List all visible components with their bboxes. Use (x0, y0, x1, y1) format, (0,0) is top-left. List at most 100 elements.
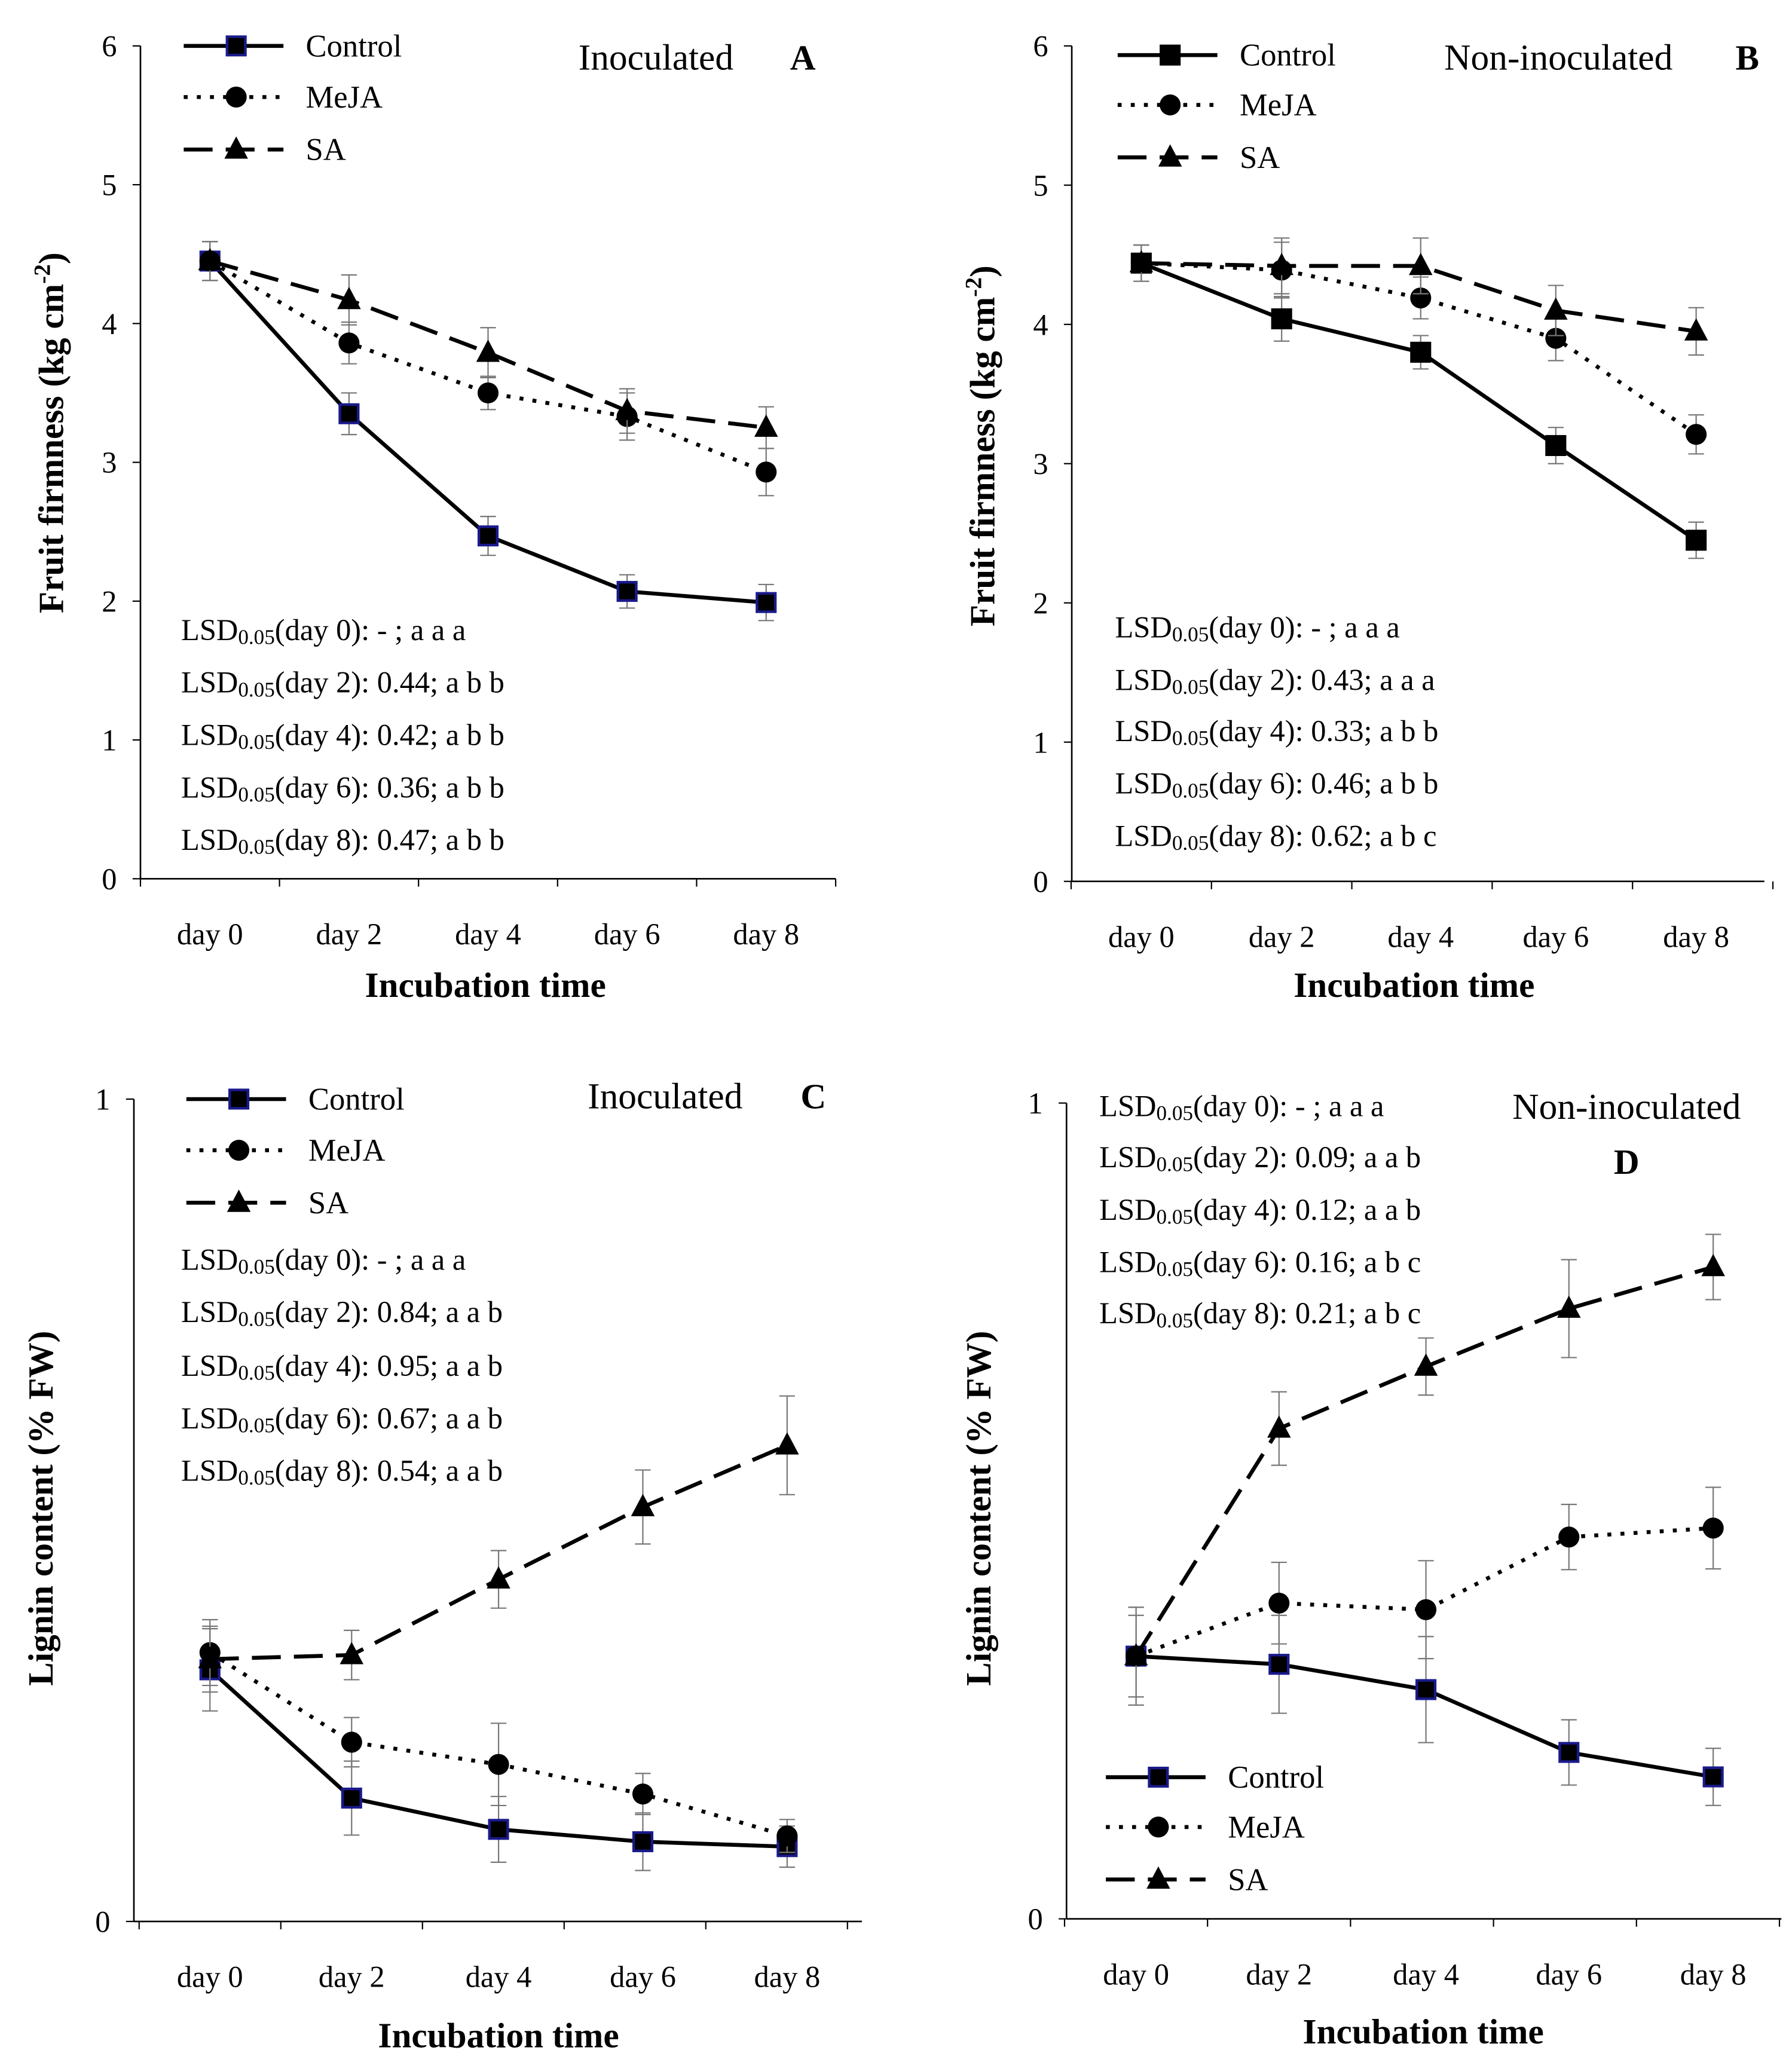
lsd-prefix: LSD (181, 718, 238, 751)
legend-marker-square (225, 35, 247, 57)
x-tick-label: day 6 (1522, 920, 1589, 953)
lsd-subscript: 0.05 (238, 1255, 274, 1278)
x-tick-label: day 4 (1387, 920, 1454, 953)
data-point-triangle (1414, 1353, 1438, 1376)
legend-label: Control (308, 1082, 405, 1117)
lsd-prefix: LSD (181, 1243, 238, 1276)
legend-label: MeJA (305, 80, 383, 115)
data-point-square (756, 592, 777, 613)
panel-title: Inoculated (588, 1076, 742, 1116)
series-control (1130, 244, 1707, 559)
legend-marker-square (1160, 44, 1181, 66)
y-tick-label: 6 (1033, 29, 1048, 63)
lsd-subscript: 0.05 (238, 1413, 274, 1437)
panel-A: 0 1 2 3 4 5 6 day 0 day 2 day 4 day 6 day 8 Incubati… (29, 29, 837, 1005)
series-control (199, 241, 777, 622)
x-tick-label: day 2 (1246, 1957, 1312, 1991)
legend-item-sa: SA (1117, 140, 1280, 175)
x-axis-label: Incubation time (378, 2016, 619, 2050)
x-tick-label: day 4 (1393, 1957, 1459, 1991)
lsd-prefix: LSD (181, 1349, 238, 1382)
lsd-subscript: 0.05 (1172, 675, 1209, 699)
lsd-subscript: 0.05 (1172, 623, 1209, 646)
legend-marker-triangle (1158, 144, 1182, 167)
lsd-annotation: LSD0.05(day 8): 0.21; a b c (1099, 1296, 1421, 1332)
data-point-square (1268, 1654, 1290, 1675)
data-point-square (1702, 1766, 1724, 1788)
y-tick-label: 0 (95, 1905, 110, 1938)
data-point-triangle (340, 1642, 364, 1665)
lsd-annotation: LSD0.05(day 2): 0.44; a b b (181, 666, 504, 702)
x-axis-label: Incubation time (1293, 965, 1534, 1005)
lsd-subscript: 0.05 (1156, 1153, 1192, 1176)
legend-item-control: Control (1117, 38, 1336, 73)
lsd-annotation: LSD0.05(day 2): 0.09; a a b (1099, 1140, 1421, 1176)
x-tick-label: day 2 (1249, 920, 1315, 953)
data-point-circle (1410, 287, 1432, 309)
lsd-subscript: 0.05 (1172, 779, 1209, 802)
panel-C: 0 1 day 0 day 2 day 4 day 6 day 8 Incubation ti… (21, 1076, 862, 2050)
legend-marker-triangle (1146, 1866, 1170, 1889)
lsd-annotation: LSD0.05(day 6): 0.16; a b c (1099, 1246, 1421, 1281)
lsd-text: (day 8): 0.21; a b c (1193, 1296, 1421, 1330)
panel-title: Inoculated (579, 37, 733, 78)
legend-item-sa: SA (1106, 1862, 1268, 1897)
lsd-prefix: LSD (181, 613, 238, 647)
y-axis-label-superscript: -2 (961, 277, 987, 297)
y-axis-label-text: Fruit firmness (kg cm (963, 297, 1002, 626)
x-tick-label: day 8 (733, 917, 799, 951)
x-tick-label: day 0 (177, 1960, 243, 1994)
data-point-circle (477, 382, 499, 403)
lsd-text: (day 6): 0.46; a b b (1209, 767, 1438, 800)
lsd-text: (day 4): 0.33; a b b (1209, 714, 1438, 748)
data-point-square (632, 1831, 654, 1853)
data-point-circle (341, 1731, 362, 1753)
y-tick-label: 2 (102, 585, 117, 618)
data-point-square (1545, 435, 1567, 457)
data-point-circle (1702, 1517, 1724, 1539)
lsd-prefix: LSD (181, 1295, 238, 1329)
data-point-circle (1415, 1599, 1437, 1620)
legend-item-control: Control (186, 1082, 405, 1117)
lsd-prefix: LSD (181, 823, 238, 856)
legend-label: SA (308, 1186, 348, 1220)
panel-letter: B (1735, 38, 1759, 77)
legend-marker-circle (225, 86, 247, 108)
y-tick-label: 5 (102, 169, 117, 202)
series-meja (1126, 1486, 1724, 1706)
y-axis-label-text: Fruit firmness (kg cm (31, 284, 71, 613)
data-point-triangle (1701, 1253, 1725, 1277)
data-point-triangle (1557, 1295, 1581, 1318)
x-tick-label: day 2 (316, 917, 383, 951)
data-point-triangle (754, 414, 778, 437)
x-tick-label: day 0 (1103, 1957, 1169, 1991)
legend-label: SA (1228, 1862, 1268, 1897)
legend-item-control: Control (1106, 1760, 1324, 1795)
lsd-annotation: LSD0.05(day 4): 0.33; a b b (1115, 714, 1438, 750)
x-tick-label: day 0 (1108, 920, 1175, 953)
lsd-text: (day 0): - ; a a a (1193, 1090, 1384, 1123)
data-point-circle (338, 332, 360, 354)
lsd-subscript: 0.05 (238, 836, 274, 859)
legend-marker-square (1148, 1766, 1169, 1788)
x-tick-label: day 6 (1536, 1957, 1602, 1991)
lsd-subscript: 0.05 (238, 678, 274, 701)
lsd-text: (day 8): 0.54; a a b (275, 1454, 503, 1488)
x-axis-label: Incubation time (1303, 2012, 1544, 2050)
lsd-prefix: LSD (181, 770, 238, 804)
lsd-text: (day 2): 0.09; a a b (1193, 1140, 1421, 1174)
data-point-triangle (615, 397, 639, 420)
lsd-annotation: LSD0.05(day 6): 0.67; a a b (181, 1402, 503, 1437)
legend-label: MeJA (1240, 88, 1317, 123)
data-point-triangle (1544, 297, 1568, 320)
y-tick-label: 6 (102, 29, 117, 63)
y-axis-label: Lignin content (% FW) (21, 1331, 60, 1686)
y-tick-label: 1 (1028, 1087, 1043, 1120)
lsd-prefix: LSD (1115, 663, 1172, 696)
y-tick-label: 0 (102, 862, 117, 896)
data-point-triangle (198, 247, 222, 271)
lsd-prefix: LSD (1115, 767, 1172, 800)
y-tick-label: 1 (95, 1083, 110, 1116)
lsd-text: (day 8): 0.47; a b b (275, 823, 504, 856)
